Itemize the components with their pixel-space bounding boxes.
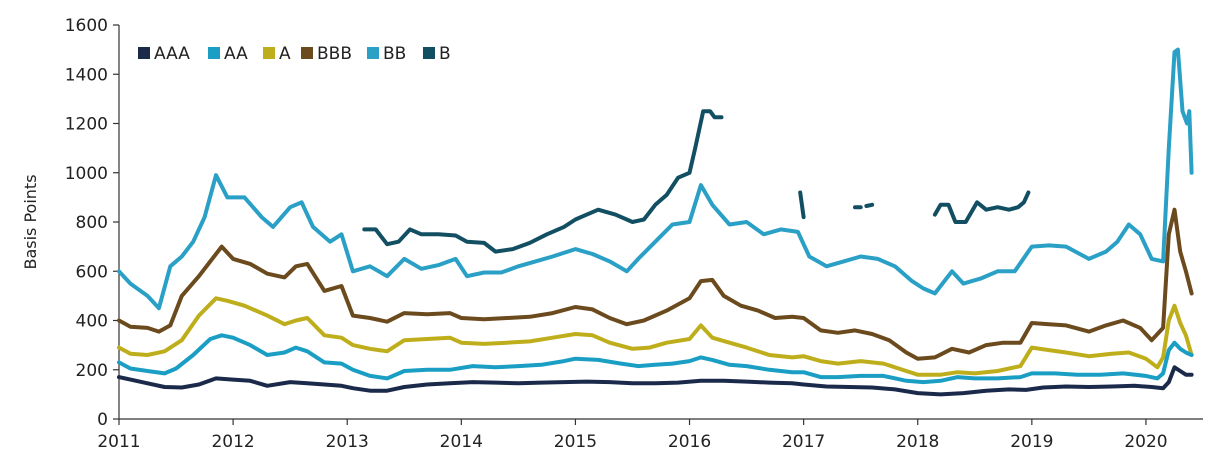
y-tick-label: 1200 (65, 115, 108, 135)
series-line-a (117, 296, 1194, 377)
x-tick-label: 2013 (326, 432, 369, 452)
x-tick-label: 2017 (782, 432, 825, 452)
y-tick-label: 600 (76, 262, 108, 282)
series-line-aaa (117, 365, 1194, 397)
legend-label-a: A (279, 44, 291, 64)
legend-swatch-bb (367, 47, 379, 59)
x-tick-label: 2011 (97, 432, 140, 452)
series-line-bb (117, 47, 1194, 311)
y-tick-label: 400 (76, 312, 108, 332)
series-line-bbb (117, 207, 1194, 361)
legend-label-bb: BB (383, 44, 406, 64)
legend-label-aaa: AAA (154, 44, 190, 64)
x-tick-label: 2012 (211, 432, 254, 452)
legend: AAA AA A BBB BB B (138, 44, 451, 64)
y-axis-title: Basis Points (21, 174, 40, 269)
y-tick-label: 1600 (65, 16, 108, 36)
y-tick-label: 800 (76, 213, 108, 233)
series-lines (117, 47, 1194, 397)
y-axis-title-group: Basis Points (21, 174, 40, 269)
series-line-b (932, 190, 1031, 224)
x-tick-label: 2016 (668, 432, 711, 452)
legend-label-bbb: BBB (317, 44, 352, 64)
y-tick-label: 200 (76, 361, 108, 381)
x-tick-label: 2014 (440, 432, 483, 452)
x-tick-label: 2020 (1124, 432, 1167, 452)
legend-swatch-bbb (301, 47, 313, 59)
legend-swatch-a (263, 47, 275, 59)
y-tick-label: 1400 (65, 65, 108, 85)
series-line-b (362, 109, 724, 254)
x-tick-label: 2018 (896, 432, 939, 452)
series-line-aa (117, 333, 1194, 385)
legend-swatch-b (423, 47, 435, 59)
x-axis-ticks: 2011 2012 2013 2014 2015 2016 2017 2018 2019 2020 (97, 419, 1168, 452)
y-tick-label: 0 (97, 410, 108, 430)
legend-label-b: B (439, 44, 451, 64)
legend-swatch-aaa (138, 47, 150, 59)
y-axis-ticks: 0 200 400 600 800 1000 1200 1400 1600 (65, 16, 119, 430)
legend-swatch-aa (208, 47, 220, 59)
x-tick-label: 2019 (1010, 432, 1053, 452)
y-tick-label: 1000 (65, 164, 108, 184)
axes (118, 25, 1203, 420)
x-tick-label: 2015 (554, 432, 597, 452)
series-line-b (798, 190, 806, 220)
series-line-b (864, 202, 875, 208)
legend-label-aa: AA (224, 44, 248, 64)
